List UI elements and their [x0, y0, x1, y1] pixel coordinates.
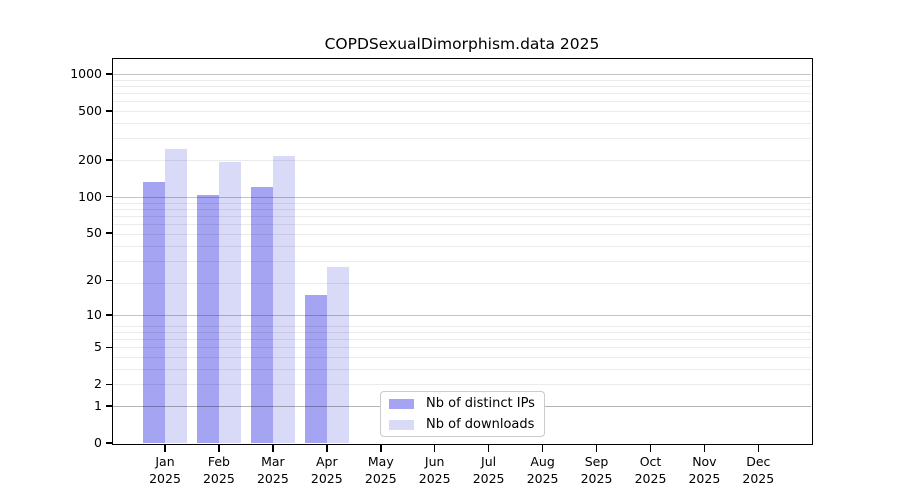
- legend-swatch-downloads: [389, 419, 414, 430]
- y-tick-mark-1000: [105, 73, 113, 75]
- legend: Nb of distinct IPs Nb of downloads: [380, 391, 545, 437]
- bar-downloads-jan: [165, 149, 187, 443]
- grid-line-minor: [113, 138, 811, 140]
- grid-line-minor: [113, 111, 811, 112]
- x-tick-label-apr: Apr 2025: [310, 454, 343, 486]
- legend-item-distinct-ips: Nb of distinct IPs: [389, 395, 536, 412]
- grid-line-major: [113, 196, 811, 198]
- grid-line-minor: [113, 325, 811, 327]
- grid-line-minor: [113, 347, 811, 349]
- y-tick-label-10: 10: [86, 306, 102, 322]
- x-tick-label-aug: Aug 2025: [526, 454, 559, 486]
- x-tick-mark-jun: [433, 444, 436, 452]
- grid-line-minor: [113, 339, 811, 341]
- bar-downloads-mar: [272, 155, 295, 443]
- grid-line-minor: [113, 368, 811, 370]
- grid-line-minor: [113, 208, 811, 210]
- y-tick-mark-20: [105, 279, 113, 282]
- legend-label-distinct-ips: Nb of distinct IPs: [426, 396, 535, 411]
- y-tick-label-5: 5: [94, 339, 102, 355]
- y-tick-label-200: 200: [78, 151, 102, 167]
- grid-line-major: [113, 73, 811, 75]
- y-tick-label-500: 500: [78, 102, 102, 118]
- grid-line-minor: [113, 202, 811, 204]
- y-tick-label-0: 0: [94, 435, 102, 450]
- grid-line-minor: [113, 216, 811, 218]
- plot-area: [113, 59, 811, 443]
- y-tick-label-100: 100: [78, 188, 102, 204]
- grid-line-minor: [113, 101, 811, 103]
- x-tick-label-may: May 2025: [364, 454, 397, 486]
- grid-line-minor: [113, 384, 811, 386]
- legend-swatch-distinct-ips: [389, 398, 414, 409]
- y-tick-mark-10: [105, 314, 113, 316]
- y-tick-mark-100: [105, 195, 113, 198]
- legend-label-downloads: Nb of downloads: [426, 417, 535, 432]
- x-tick-mark-jan: [164, 444, 166, 452]
- x-tick-label-oct: Oct 2025: [634, 454, 667, 486]
- grid-line-minor: [113, 245, 811, 247]
- x-tick-mark-sep: [595, 444, 598, 452]
- grid-line-minor: [113, 357, 811, 358]
- y-tick-mark-500: [105, 110, 113, 112]
- y-tick-mark-2: [105, 383, 113, 386]
- legend-item-downloads: Nb of downloads: [389, 416, 536, 433]
- grid-line-minor: [113, 79, 811, 81]
- y-tick-label-1000: 1000: [70, 65, 102, 81]
- x-tick-mark-dec: [757, 444, 760, 452]
- x-tick-mark-nov: [703, 444, 706, 452]
- y-tick-mark-1: [105, 405, 113, 407]
- grid-layer: [113, 59, 811, 443]
- grid-line-minor: [113, 283, 811, 284]
- x-tick-mark-mar: [272, 444, 274, 452]
- x-tick-mark-oct: [649, 444, 652, 452]
- y-tick-mark-0: [105, 442, 113, 444]
- x-tick-label-feb: Feb 2025: [202, 454, 235, 486]
- x-tick-mark-jul: [487, 444, 490, 452]
- y-tick-mark-200: [105, 159, 113, 161]
- x-tick-mark-feb: [218, 444, 220, 452]
- bar-distinct-ips-feb: [196, 195, 219, 443]
- bars-layer: [113, 59, 811, 443]
- chart-title: COPDSexualDimorphism.data 2025: [324, 35, 600, 53]
- x-tick-label-jun: Jun 2025: [418, 454, 451, 486]
- x-tick-label-jan: Jan 2025: [149, 454, 181, 486]
- x-tick-label-mar: Mar 2025: [256, 454, 289, 486]
- x-tick-label-jul: Jul 2025: [472, 454, 505, 486]
- x-tick-label-dec: Dec 2025: [742, 454, 775, 486]
- grid-line-minor: [113, 160, 811, 161]
- y-tick-label-2: 2: [94, 376, 102, 392]
- grid-line-minor: [113, 93, 811, 95]
- y-tick-mark-50: [105, 232, 113, 234]
- y-tick-mark-5: [105, 346, 113, 348]
- y-tick-label-1: 1: [94, 398, 102, 413]
- bar-downloads-apr: [326, 266, 349, 443]
- grid-line-minor: [113, 261, 811, 263]
- x-tick-mark-may: [380, 444, 382, 452]
- x-tick-mark-aug: [541, 444, 544, 452]
- x-tick-label-nov: Nov 2025: [688, 454, 721, 486]
- bar-distinct-ips-mar: [250, 186, 273, 443]
- grid-line-minor: [113, 224, 811, 226]
- x-tick-label-sep: Sep 2025: [580, 454, 613, 486]
- x-tick-mark-apr: [326, 444, 328, 452]
- grid-line-minor: [113, 331, 811, 333]
- grid-line-minor: [113, 234, 811, 235]
- bar-downloads-feb: [218, 161, 241, 443]
- grid-line-major: [113, 314, 811, 316]
- y-tick-label-50: 50: [86, 225, 102, 240]
- y-tick-label-20: 20: [86, 272, 102, 288]
- bar-distinct-ips-apr: [304, 294, 327, 443]
- grid-line-minor: [113, 122, 811, 124]
- bar-distinct-ips-jan: [143, 181, 165, 443]
- grid-line-minor: [113, 85, 811, 87]
